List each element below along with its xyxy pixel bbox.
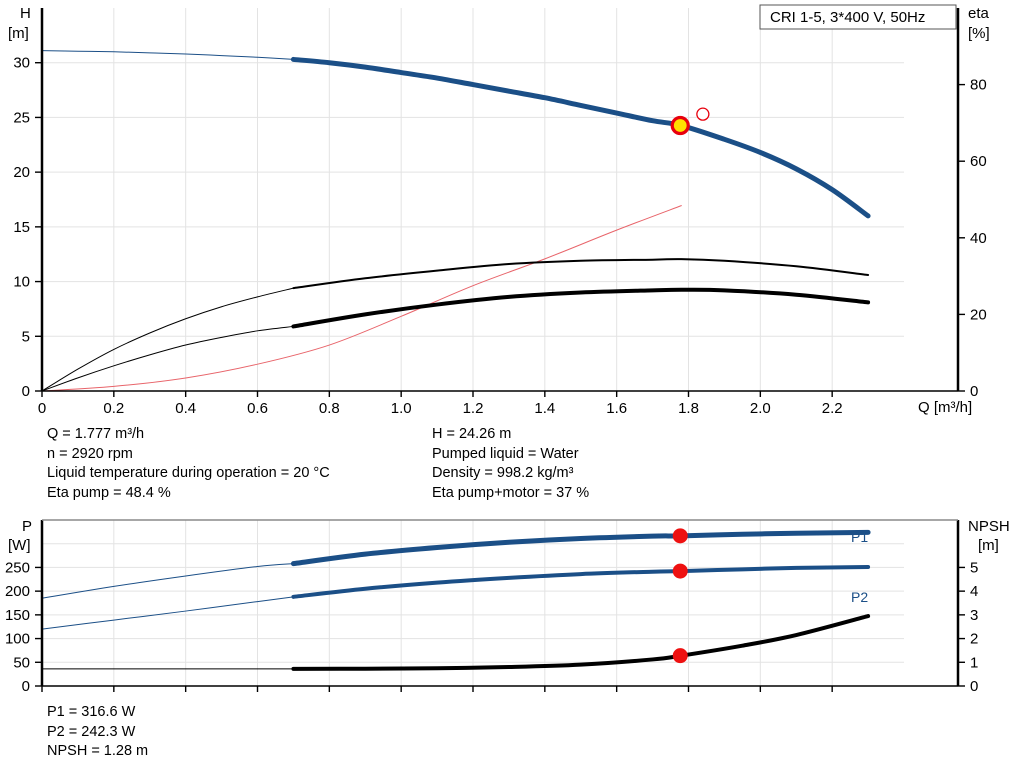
curve [41,50,294,60]
top-y-left-axis-name: H [20,5,31,22]
top-y-right-axis-unit: [%] [968,25,990,42]
curve-label-p1: P1 [851,529,868,545]
x-tick-label: 0.2 [103,400,124,417]
top-chart-axes [35,8,965,397]
operating-info-line-1: Pumped liquid = Water [432,445,579,462]
y-right-tick-label: 60 [970,153,987,170]
y-right-tick-label: 0 [970,678,978,695]
y-right-tick-label: 20 [970,306,987,323]
x-tick-label: 1.6 [606,400,627,417]
info-block-operating-left: Q = 1.777 m³/h n = 2920 rpm Liquid tempera… [47,425,330,503]
curve [290,56,871,219]
y-left-tick-label: 5 [22,328,30,345]
operating-info-line-0: Q = 1.777 m³/h [47,426,145,442]
top-chart-duty-markers[interactable] [670,107,710,136]
x-tick-label: 0.8 [319,400,340,417]
power-info-line-1: P2 = 242.3 W [47,723,136,740]
curve [41,325,294,392]
operating-info-line-1: n = 2920 rpm [47,445,133,462]
curve [41,205,682,392]
y-left-tick-label: 0 [22,383,30,400]
bottom-chart-axes [35,519,965,692]
y-left-tick-label: 150 [5,607,30,624]
curve [291,287,871,329]
title-box-label: CRI 1-5, 3*400 V, 50Hz [770,9,925,26]
curve [291,564,871,599]
curve [292,258,870,290]
y-left-tick-label: 10 [13,274,30,291]
operating-info-line-2: Liquid temperature during operation = 20… [47,465,330,481]
curve [41,563,294,599]
bottom-y-left-axis-name: P [22,518,32,535]
y-left-tick-label: 20 [13,164,30,181]
curve [41,287,294,392]
x-tick-label: 0 [38,400,46,417]
bottom-chart-tick-labels: 0 50 100 150 200 250 0 1 2 3 4 5 [5,559,978,695]
bottom-y-right-axis-name: NPSH [968,518,1010,535]
y-right-tick-label: 1 [970,654,978,671]
duty-point-eta[interactable] [696,107,710,121]
x-tick-label: 1.0 [391,400,412,417]
bottom-y-left-axis-unit: [W] [8,537,31,554]
duty-point-p1[interactable] [672,528,688,544]
y-right-tick-label: 40 [970,230,987,247]
y-right-tick-label: 80 [970,77,987,94]
top-chart-tick-labels: 0 0.2 0.4 0.6 0.8 1.0 1.2 1.4 1.6 1.8 2.0 2.2 0 5 10 15… [13,55,986,417]
y-left-tick-label: 15 [13,219,30,236]
operating-info-line-3: Eta pump = 48.4 % [47,484,171,501]
y-right-tick-label: 4 [970,583,978,600]
bottom-chart-duty-markers[interactable] [672,528,688,664]
bottom-chart-curves [41,529,871,671]
top-chart-gridlines [41,8,904,392]
power-info-line-0: P1 = 316.6 W [47,704,136,720]
y-left-tick-label: 250 [5,559,30,576]
info-block-operating-right: H = 24.26 m Pumped liquid = Water Density … [432,425,589,503]
operating-info-line-2: Density = 998.2 kg/m³ [432,465,574,481]
bottom-y-right-axis-unit: [m] [978,537,999,554]
duty-point-p2[interactable] [672,563,688,579]
x-tick-label: 1.2 [463,400,484,417]
x-tick-label: 0.4 [175,400,196,417]
curve [290,529,871,567]
duty-point-npsh[interactable] [672,648,688,664]
title-box-frame [759,4,957,30]
operating-info-line-0: H = 24.26 m [432,426,512,442]
y-left-tick-label: 0 [22,678,30,695]
duty-point-head[interactable] [670,115,690,136]
operating-info-line-3: Eta pump+motor = 37 % [432,484,590,501]
x-tick-label: 0.6 [247,400,268,417]
x-tick-label: 1.4 [534,400,555,417]
y-left-tick-label: 30 [13,55,30,72]
top-y-left-axis-unit: [m] [8,25,29,42]
y-left-tick-label: 200 [5,583,30,600]
y-left-tick-label: 100 [5,631,30,648]
top-chart-curves [41,50,871,392]
curve [291,614,871,671]
x-tick-label: 1.8 [678,400,699,417]
y-right-tick-label: 0 [970,383,978,400]
top-y-right-axis-name: eta [968,5,990,22]
x-tick-label: 2.2 [822,400,843,417]
curve-label-p2: P2 [851,589,868,605]
curve [41,596,294,630]
y-right-tick-label: 3 [970,607,978,624]
x-tick-label: 2.0 [750,400,771,417]
top-x-axis-name: Q [m³/h] [918,399,972,416]
top-chart: 0 0.2 0.4 0.6 0.8 1.0 1.2 1.4 1.6 1.8 2.0 2.2 0 5 10 15… [8,5,990,417]
power-info-line-2: NPSH = 1.28 m [47,743,149,759]
title-box: CRI 1-5, 3*400 V, 50Hz [759,4,957,30]
info-block-power-npsh: P1 = 316.6 W P2 = 242.3 W NPSH = 1.28 m [47,703,148,762]
y-right-tick-label: 5 [970,559,978,576]
y-left-tick-label: 50 [13,654,30,671]
y-right-tick-label: 2 [970,631,978,648]
y-left-tick-label: 25 [13,109,30,126]
